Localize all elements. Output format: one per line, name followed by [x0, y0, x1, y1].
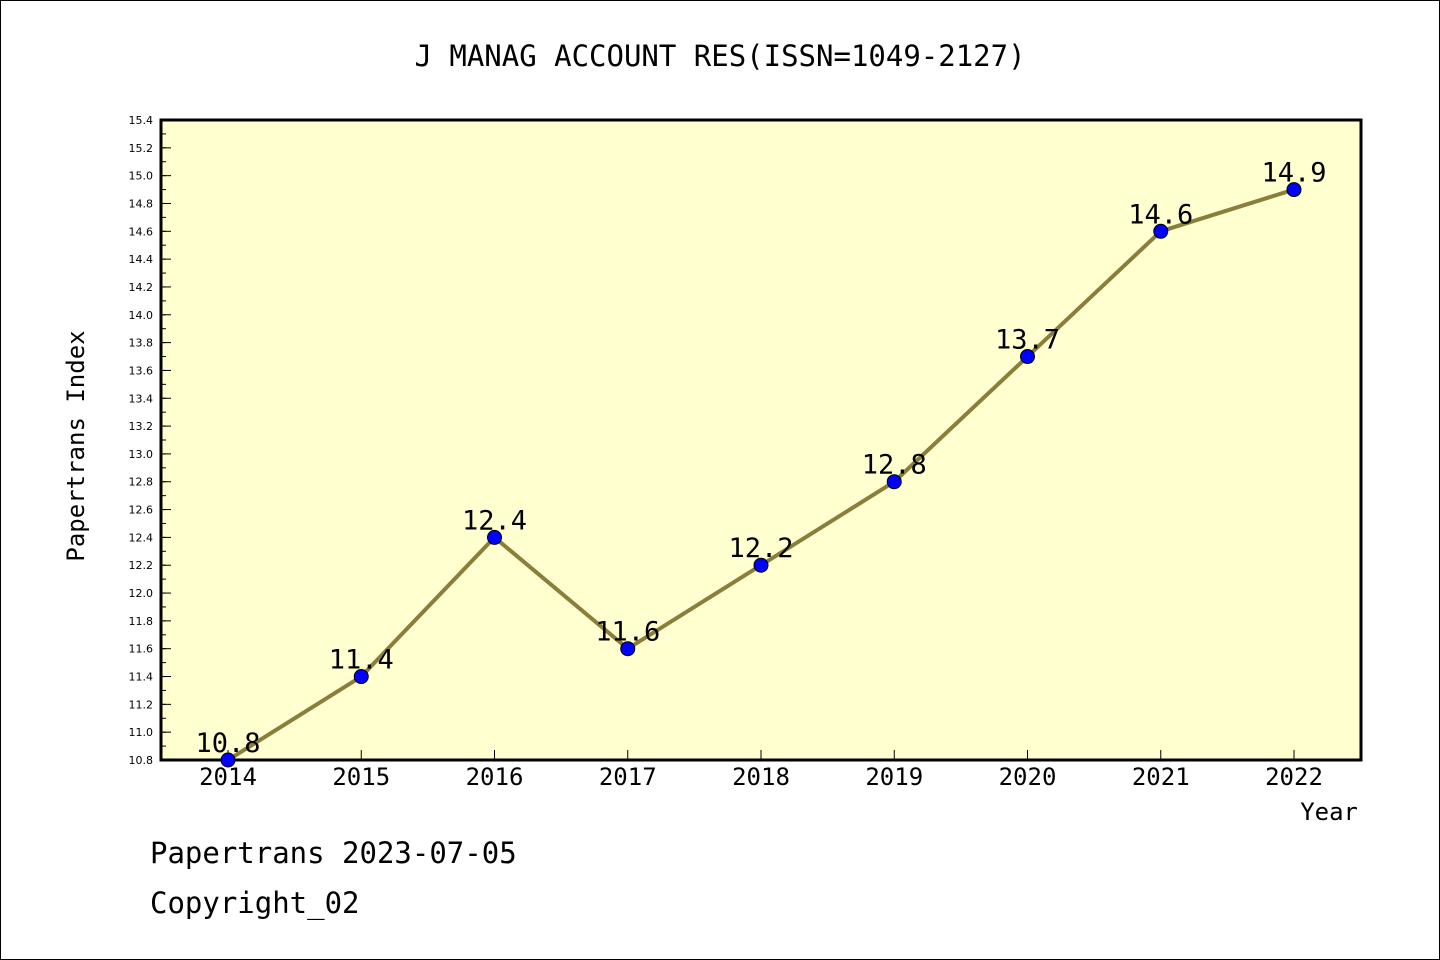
- y-tick-label: 10.8: [129, 754, 154, 767]
- data-point: [220, 752, 236, 768]
- x-tick-label: 2019: [865, 763, 923, 791]
- y-tick-label: 12.2: [129, 559, 154, 572]
- data-label: 11.4: [329, 645, 394, 676]
- data-label: 13.7: [995, 325, 1060, 356]
- data-point: [1153, 223, 1169, 239]
- x-tick-label: 2020: [999, 763, 1057, 791]
- x-tick-label: 2017: [599, 763, 657, 791]
- y-axis: 10.8 11.0 11.2 11.4 11.6 11.8 12.0 12.2 12.4 12.6…: [129, 114, 171, 767]
- y-tick-label: 15.0: [129, 170, 154, 183]
- footer-date: Papertrans 2023-07-05: [150, 836, 517, 870]
- chart-title: J MANAG ACCOUNT RES(ISSN=1049-2127): [414, 39, 1025, 73]
- y-tick-label: 12.8: [129, 476, 154, 489]
- y-tick-label: 11.2: [129, 698, 154, 711]
- y-tick-label: 12.0: [129, 587, 154, 600]
- data-label: 12.2: [728, 533, 793, 564]
- y-tick-label: 15.4: [129, 114, 154, 127]
- x-tick-label: 2022: [1265, 763, 1323, 791]
- y-tick-label: 12.4: [129, 531, 154, 544]
- y-tick-label: 13.4: [129, 392, 154, 405]
- data-point: [1286, 182, 1302, 198]
- data-point: [487, 529, 502, 545]
- y-tick-label: 13.8: [129, 337, 154, 350]
- data-point: [753, 557, 769, 573]
- y-tick-label: 14.6: [129, 225, 154, 238]
- data-label: 14.9: [1261, 158, 1326, 189]
- x-axis: 2014 2015 2016 2017 2018 2019 2020 2021 2022: [199, 750, 1323, 791]
- y-tick-label: 14.0: [129, 309, 154, 322]
- data-point: [620, 641, 636, 657]
- data-points: [220, 182, 1302, 768]
- y-tick-label: 11.8: [129, 615, 154, 628]
- y-tick-label: 12.6: [129, 504, 154, 517]
- data-label: 12.4: [462, 505, 527, 536]
- x-axis-label: Year: [1300, 798, 1358, 826]
- data-label: 14.6: [1128, 199, 1193, 230]
- y-tick-label: 14.2: [129, 281, 154, 294]
- data-label: 12.8: [862, 450, 927, 481]
- y-tick-label: 14.4: [129, 253, 154, 266]
- data-point: [1020, 349, 1035, 365]
- data-label: 11.6: [595, 617, 660, 648]
- y-tick-label: 11.6: [129, 643, 154, 656]
- x-tick-label: 2021: [1132, 763, 1190, 791]
- data-labels: 10.8 11.4 12.4 11.6 12.2 12.8 13.7 14.6 14.9: [195, 158, 1326, 759]
- x-tick-label: 2016: [466, 763, 524, 791]
- x-tick-label: 2018: [732, 763, 790, 791]
- footer-copyright: Copyright_02: [150, 886, 360, 920]
- x-tick-label: 2015: [332, 763, 390, 791]
- y-tick-label: 11.0: [129, 726, 154, 739]
- y-tick-label: 15.2: [129, 142, 154, 155]
- y-tick-label: 14.8: [129, 197, 154, 210]
- y-tick-label: 11.4: [129, 671, 154, 684]
- y-axis-label: Papertrans Index: [62, 330, 90, 561]
- y-tick-label: 13.6: [129, 364, 154, 377]
- y-tick-label: 13.2: [129, 420, 154, 433]
- data-point: [353, 669, 369, 685]
- x-tick-label: 2014: [199, 763, 257, 791]
- y-tick-label: 13.0: [129, 448, 154, 461]
- data-label: 10.8: [195, 728, 260, 759]
- data-point: [886, 474, 902, 490]
